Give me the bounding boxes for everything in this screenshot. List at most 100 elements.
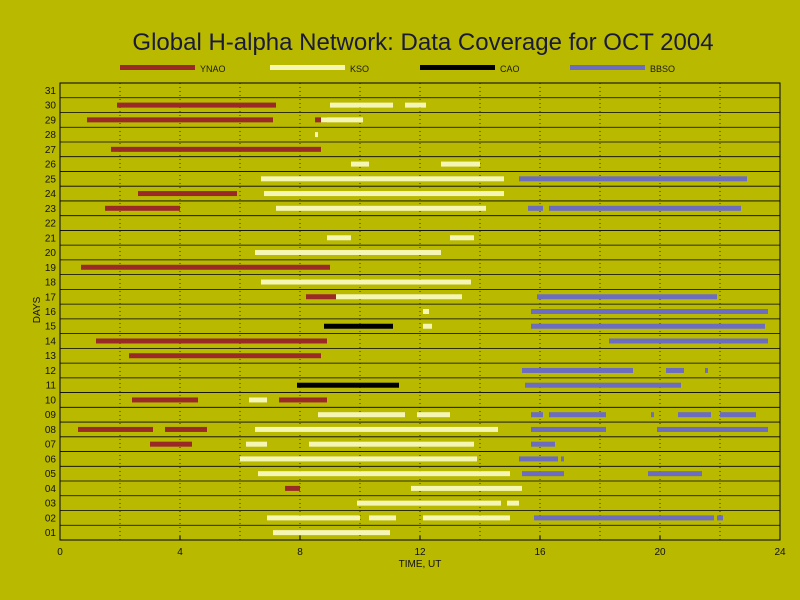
x-tick-label: 12 xyxy=(414,547,426,558)
coverage-bar-bbso xyxy=(678,412,711,418)
grid xyxy=(60,82,780,541)
y-tick-label: 08 xyxy=(45,425,57,436)
x-tick-label: 0 xyxy=(57,547,63,558)
y-tick-label: 17 xyxy=(45,292,57,303)
coverage-bar-kso xyxy=(423,515,510,521)
y-tick-label: 06 xyxy=(45,454,57,465)
coverage-bar-kso xyxy=(405,102,426,108)
coverage-bar-kso xyxy=(276,205,486,211)
coverage-bar-bbso xyxy=(531,309,768,314)
y-tick-label: 23 xyxy=(45,204,57,215)
legend-label-ynao: YNAO xyxy=(200,64,226,74)
coverage-bar-bbso xyxy=(531,441,555,447)
coverage-bar-ynao xyxy=(279,397,327,403)
coverage-bar-bbso xyxy=(531,426,606,432)
y-tick-label: 20 xyxy=(45,248,57,259)
coverage-bar-ynao xyxy=(81,264,330,270)
y-tick-label: 03 xyxy=(45,499,57,510)
x-axis-label: TIME, UT xyxy=(399,559,442,570)
x-axis-ticks: 0 4 8 12 16 20 24 xyxy=(57,536,786,558)
legend-label-cao: CAO xyxy=(500,64,520,74)
coverage-bar-kso xyxy=(258,471,510,477)
coverage-bar-kso xyxy=(369,515,396,521)
y-tick-label: 21 xyxy=(45,233,57,244)
y-tick-label: 28 xyxy=(45,130,57,141)
y-tick-label: 12 xyxy=(45,366,57,377)
y-axis-ticks: 01 02 03 04 05 06 07 08 09 10 11 12 13 14 15 16 17 18 19 20… xyxy=(45,86,57,539)
coverage-bar-bbso xyxy=(666,367,684,373)
legend: YNAO KSO CAO BBSO xyxy=(120,64,675,74)
coverage-bar-cao xyxy=(324,323,393,329)
coverage-bar-kso xyxy=(351,161,369,167)
coverage-bar-kso xyxy=(246,441,267,447)
coverage-bar-ynao xyxy=(87,117,273,123)
coverage-bar-kso xyxy=(249,397,267,403)
x-tick-label: 16 xyxy=(534,547,546,558)
coverage-bar-bbso xyxy=(519,176,747,182)
coverage-bar-bbso xyxy=(522,471,564,477)
legend-swatch-bbso xyxy=(570,65,645,70)
coverage-bar-kso xyxy=(507,500,519,506)
y-tick-label: 09 xyxy=(45,410,57,421)
coverage-bar-kso xyxy=(318,412,405,418)
coverage-bar-ynao xyxy=(132,397,198,403)
coverage-bar-kso xyxy=(327,235,351,241)
coverage-bar-bbso xyxy=(534,515,714,521)
y-tick-label: 25 xyxy=(45,174,57,185)
legend-label-bbso: BBSO xyxy=(650,64,675,74)
y-tick-label: 10 xyxy=(45,395,57,406)
coverage-bar-kso xyxy=(315,132,318,138)
coverage-bar-ynao xyxy=(165,426,207,432)
x-tick-label: 4 xyxy=(177,547,183,558)
y-tick-label: 30 xyxy=(45,101,57,112)
y-tick-label: 05 xyxy=(45,469,57,480)
coverage-bar-kso xyxy=(423,309,429,314)
coverage-bar-kso xyxy=(423,323,432,329)
coverage-bar-kso xyxy=(261,176,504,182)
coverage-bars xyxy=(78,102,768,536)
chart-title: Global H-alpha Network: Data Coverage fo… xyxy=(132,29,713,56)
coverage-bar-bbso xyxy=(537,294,717,300)
coverage-bar-ynao xyxy=(129,353,321,359)
coverage-bar-kso xyxy=(450,235,474,241)
y-tick-label: 14 xyxy=(45,336,57,347)
coverage-bar-kso xyxy=(357,500,501,506)
coverage-bar-kso xyxy=(321,117,363,123)
y-tick-label: 13 xyxy=(45,351,57,362)
coverage-bar-bbso xyxy=(717,515,723,521)
y-tick-label: 19 xyxy=(45,263,57,274)
y-tick-label: 16 xyxy=(45,307,57,318)
coverage-bar-kso xyxy=(330,102,393,108)
coverage-bar-kso xyxy=(267,515,360,521)
coverage-bar-kso xyxy=(441,161,480,167)
coverage-bar-cao xyxy=(297,382,399,388)
y-tick-label: 22 xyxy=(45,219,57,230)
coverage-bar-bbso xyxy=(528,205,543,211)
y-tick-label: 24 xyxy=(45,189,57,200)
coverage-bar-kso xyxy=(261,279,471,285)
coverage-bar-ynao xyxy=(111,146,321,152)
y-tick-label: 04 xyxy=(45,484,57,495)
y-tick-label: 26 xyxy=(45,160,57,171)
y-tick-label: 31 xyxy=(45,86,57,97)
coverage-bar-ynao xyxy=(285,485,300,491)
coverage-bar-ynao xyxy=(105,205,180,211)
coverage-bar-kso xyxy=(309,441,474,447)
legend-label-kso: KSO xyxy=(350,64,369,74)
coverage-bar-kso xyxy=(273,530,390,536)
x-tick-label: 8 xyxy=(297,547,303,558)
coverage-bar-ynao xyxy=(78,426,153,432)
coverage-bar-bbso xyxy=(522,367,633,373)
coverage-bar-kso xyxy=(255,426,498,432)
coverage-bar-ynao xyxy=(138,191,237,197)
y-tick-label: 27 xyxy=(45,145,57,156)
coverage-bar-bbso xyxy=(651,412,654,418)
coverage-bar-kso xyxy=(417,412,450,418)
coverage-bar-kso xyxy=(336,294,462,300)
coverage-bar-bbso xyxy=(705,367,708,373)
coverage-bar-bbso xyxy=(609,338,768,344)
coverage-bar-bbso xyxy=(519,456,558,462)
coverage-bar-kso xyxy=(240,456,477,462)
coverage-bar-bbso xyxy=(531,323,765,329)
